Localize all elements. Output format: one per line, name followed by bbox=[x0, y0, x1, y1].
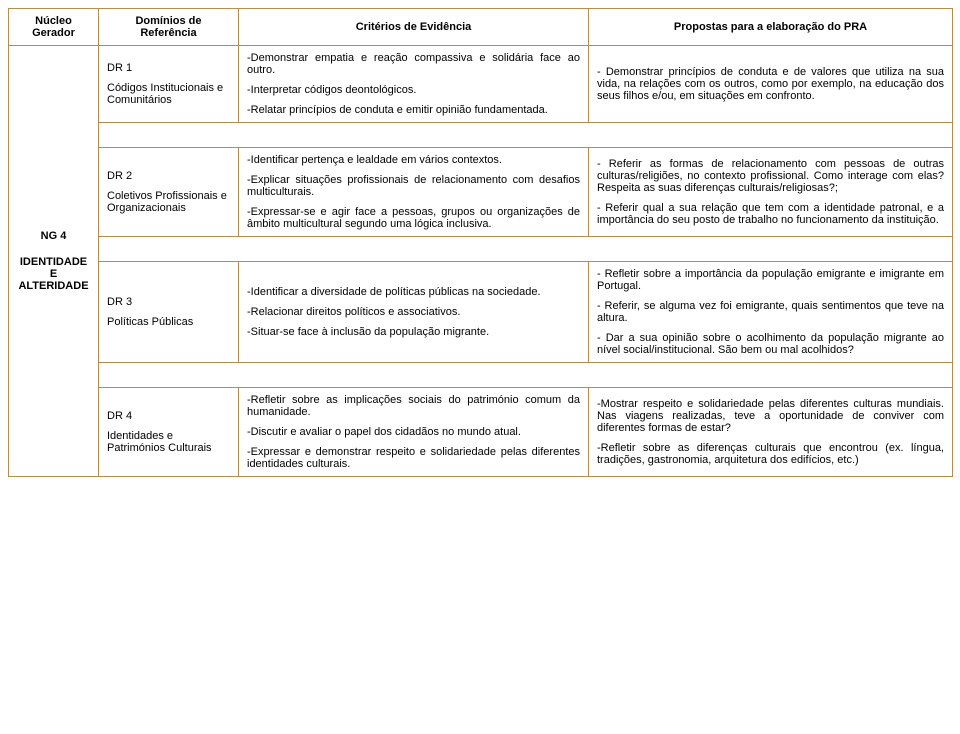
spacer-cell bbox=[239, 237, 589, 262]
dr-code: DR 4 bbox=[107, 410, 230, 422]
ce-item: -Explicar situações profissionais de rel… bbox=[247, 174, 580, 198]
table-row: DR 2 Coletivos Profissionais e Organizac… bbox=[9, 148, 953, 237]
spacer-cell bbox=[99, 237, 239, 262]
table-row: DR 3 Políticas Públicas -Identificar a d… bbox=[9, 262, 953, 363]
spacer-row bbox=[9, 237, 953, 262]
ce-item: -Interpretar códigos deontológicos. bbox=[247, 84, 580, 96]
dr-code: DR 3 bbox=[107, 296, 230, 308]
dr-cell: DR 2 Coletivos Profissionais e Organizac… bbox=[99, 148, 239, 237]
dr-cell: DR 4 Identidades e Patrimónios Culturais bbox=[99, 388, 239, 477]
ce-item: -Identificar pertença e lealdade em vári… bbox=[247, 154, 580, 166]
dr-code: DR 2 bbox=[107, 170, 230, 182]
pra-item: - Refletir sobre a importância da popula… bbox=[597, 268, 944, 292]
pra-cell: - Referir as formas de relacionamento co… bbox=[589, 148, 953, 237]
ce-item: -Relatar princípios de conduta e emitir … bbox=[247, 104, 580, 116]
ce-item: -Expressar e demonstrar respeito e solid… bbox=[247, 446, 580, 470]
ng-title: IDENTIDADE E ALTERIDADE bbox=[17, 256, 90, 292]
header-dr: Domínios de Referência bbox=[99, 9, 239, 46]
ce-item: -Demonstrar empatia e reação compassiva … bbox=[247, 52, 580, 76]
ce-item: -Refletir sobre as implicações sociais d… bbox=[247, 394, 580, 418]
spacer-cell bbox=[589, 363, 953, 388]
dr-label: Coletivos Profissionais e Organizacionai… bbox=[107, 190, 230, 214]
pra-item: - Dar a sua opinião sobre o acolhimento … bbox=[597, 332, 944, 356]
header-row: Núcleo Gerador Domínios de Referência Cr… bbox=[9, 9, 953, 46]
dr-cell: DR 3 Políticas Públicas bbox=[99, 262, 239, 363]
ng-cell: NG 4 IDENTIDADE E ALTERIDADE bbox=[9, 46, 99, 477]
pra-item: - Demonstrar princípios de conduta e de … bbox=[597, 66, 944, 102]
pra-item: -Refletir sobre as diferenças culturais … bbox=[597, 442, 944, 466]
pra-cell: - Refletir sobre a importância da popula… bbox=[589, 262, 953, 363]
dr-cell: DR 1 Códigos Institucionais e Comunitári… bbox=[99, 46, 239, 123]
spacer-row bbox=[9, 363, 953, 388]
pra-cell: -Mostrar respeito e solidariedade pelas … bbox=[589, 388, 953, 477]
ce-item: -Relacionar direitos políticos e associa… bbox=[247, 306, 580, 318]
ce-cell: -Refletir sobre as implicações sociais d… bbox=[239, 388, 589, 477]
ce-item: -Situar-se face à inclusão da população … bbox=[247, 326, 580, 338]
spacer-cell bbox=[239, 363, 589, 388]
table-row: NG 4 IDENTIDADE E ALTERIDADE DR 1 Código… bbox=[9, 46, 953, 123]
pra-cell: - Demonstrar princípios de conduta e de … bbox=[589, 46, 953, 123]
curriculum-table: Núcleo Gerador Domínios de Referência Cr… bbox=[8, 8, 953, 477]
ce-item: -Expressar-se e agir face a pessoas, gru… bbox=[247, 206, 580, 230]
dr-code: DR 1 bbox=[107, 62, 230, 74]
pra-item: -Mostrar respeito e solidariedade pelas … bbox=[597, 398, 944, 434]
spacer-cell bbox=[99, 363, 239, 388]
spacer-cell bbox=[99, 123, 239, 148]
ce-item: -Discutir e avaliar o papel dos cidadãos… bbox=[247, 426, 580, 438]
dr-label: Identidades e Patrimónios Culturais bbox=[107, 430, 230, 454]
spacer-cell bbox=[589, 123, 953, 148]
ce-cell: -Identificar a diversidade de políticas … bbox=[239, 262, 589, 363]
ce-cell: -Demonstrar empatia e reação compassiva … bbox=[239, 46, 589, 123]
ce-cell: -Identificar pertença e lealdade em vári… bbox=[239, 148, 589, 237]
header-pra: Propostas para a elaboração do PRA bbox=[589, 9, 953, 46]
dr-label: Políticas Públicas bbox=[107, 316, 230, 328]
pra-item: - Referir as formas de relacionamento co… bbox=[597, 158, 944, 194]
table-row: DR 4 Identidades e Patrimónios Culturais… bbox=[9, 388, 953, 477]
header-ce: Critérios de Evidência bbox=[239, 9, 589, 46]
dr-label: Códigos Institucionais e Comunitários bbox=[107, 82, 230, 106]
pra-item: - Referir, se alguma vez foi emigrante, … bbox=[597, 300, 944, 324]
spacer-row bbox=[9, 123, 953, 148]
ce-item: -Identificar a diversidade de políticas … bbox=[247, 286, 580, 298]
spacer-cell bbox=[589, 237, 953, 262]
spacer-cell bbox=[239, 123, 589, 148]
header-ng: Núcleo Gerador bbox=[9, 9, 99, 46]
ng-code: NG 4 bbox=[17, 230, 90, 242]
pra-item: - Referir qual a sua relação que tem com… bbox=[597, 202, 944, 226]
